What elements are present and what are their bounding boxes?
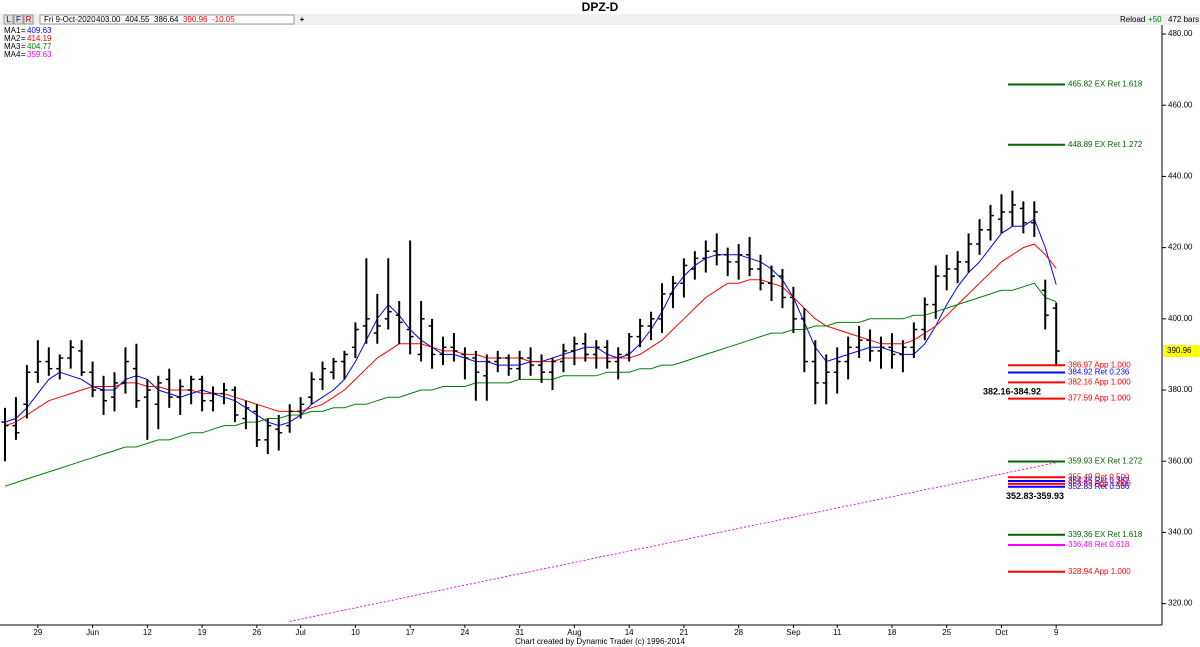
quote-value: 390.96 [183, 15, 208, 24]
level-label: 354.45 Ret 0.382 [1068, 476, 1130, 485]
last-price-box [1163, 345, 1199, 358]
toolbar-button[interactable] [23, 14, 34, 25]
y-tick-label: 340.00 [1168, 528, 1193, 537]
quote-value: 386.64 [154, 15, 179, 24]
zone-label: 352.83-359.93 [1006, 491, 1064, 501]
zone-label: 382.16-384.92 [983, 387, 1041, 397]
x-tick-label: 18 [887, 628, 896, 637]
x-tick-label: 17 [406, 628, 415, 637]
x-tick-label: 11 [833, 628, 842, 637]
y-tick-label: 380.00 [1168, 385, 1193, 394]
y-tick-label: 440.00 [1168, 172, 1193, 181]
level-label: 352.83 Ret 0.586 [1068, 482, 1130, 491]
level-label: 328.94 App 1.000 [1068, 567, 1131, 576]
toolbar-button[interactable] [3, 14, 14, 25]
add-button[interactable]: + [300, 15, 305, 24]
y-tick-label: 420.00 [1168, 243, 1193, 252]
quote-box [39, 14, 295, 25]
legend-separator: = [21, 50, 26, 59]
y-tick-label: 320.00 [1168, 599, 1193, 608]
footer: Chart created by Dynamic Trader (c) 1996… [515, 637, 685, 646]
x-tick-label: Sep [786, 628, 801, 637]
toolbar [0, 14, 1200, 25]
legend-value: 409.63 [27, 26, 52, 35]
level-label: 359.93 EX Ret 1.272 [1068, 457, 1143, 466]
y-tick-label: 400.00 [1168, 314, 1193, 323]
toolbar-button[interactable] [13, 14, 24, 25]
x-tick-label: 29 [33, 628, 42, 637]
level-label: 382.16 App 1.000 [1068, 377, 1131, 386]
level-label: 353.63 App 1.000 [1068, 479, 1131, 488]
legend-separator: = [21, 42, 26, 51]
x-tick-label: 24 [460, 628, 469, 637]
toolbar-button-label[interactable]: R [26, 15, 32, 24]
x-tick-label: 25 [942, 628, 951, 637]
level-label: 377.59 App 1.000 [1068, 394, 1131, 403]
x-tick-label: 12 [143, 628, 152, 637]
legend-name: MA3 [4, 42, 21, 51]
toolbar-button-label[interactable]: L [6, 15, 11, 24]
level-label: 465.82 EX Ret 1.618 [1068, 80, 1143, 89]
moving-average-line [289, 462, 1057, 622]
y-tick-label: 480.00 [1168, 29, 1193, 38]
x-tick-label: 28 [734, 628, 743, 637]
legend-value: 359.63 [27, 50, 52, 59]
x-tick-label: Jul [296, 628, 306, 637]
plot-area [1, 190, 1060, 622]
x-tick-label: Oct [995, 628, 1008, 637]
x-tick-label: 9 [1054, 628, 1059, 637]
reload-button[interactable]: Reload [1120, 15, 1145, 24]
y-tick-label: 360.00 [1168, 456, 1193, 465]
level-label: 448.89 EX Ret 1.272 [1068, 140, 1143, 149]
legend-name: MA4 [4, 50, 21, 59]
quote-value: -10.05 [212, 15, 235, 24]
step-button[interactable]: +50 [1148, 15, 1162, 24]
quote-value: 404.55 [125, 15, 150, 24]
level-label: 386.97 App 1.000 [1068, 360, 1131, 369]
last-price-label: 390.96 [1167, 346, 1192, 355]
moving-average-line [4, 282, 1057, 487]
level-label: 336.48 Ret 0.618 [1068, 540, 1130, 549]
level-label: 355.49 Ret 0.500 [1068, 472, 1130, 481]
x-tick-label: 10 [351, 628, 360, 637]
overlay: L F R Fri 9-Oct-2020 403.00 404.55 386.64 390.9… [3, 14, 1199, 637]
x-tick-label: 26 [252, 628, 261, 637]
toolbar-button-label[interactable]: F [16, 15, 21, 24]
x-tick-label: 14 [625, 628, 634, 637]
level-label: 339.36 EX Ret 1.618 [1068, 530, 1143, 539]
quote-date: Fri 9-Oct-2020 [44, 15, 96, 24]
x-tick-label: 21 [679, 628, 688, 637]
chart-title: DPZ-D [582, 0, 619, 14]
x-tick-label: 19 [198, 628, 207, 637]
legend-separator: = [21, 26, 26, 35]
legend-value: 404.77 [27, 42, 52, 51]
x-tick-label: Jun [86, 628, 99, 637]
level-label: 384.92 Ret 0.236 [1068, 368, 1130, 377]
legend-name: MA2 [4, 34, 21, 43]
legend-value: 414.19 [27, 34, 52, 43]
bar-count: 472 bars [1168, 15, 1199, 24]
quote-value: 403.00 [96, 15, 121, 24]
legend-name: MA1 [4, 26, 21, 35]
x-tick-label: 31 [515, 628, 524, 637]
legend-separator: = [21, 34, 26, 43]
y-tick-label: 460.00 [1168, 100, 1193, 109]
x-tick-label: Aug [567, 628, 581, 637]
